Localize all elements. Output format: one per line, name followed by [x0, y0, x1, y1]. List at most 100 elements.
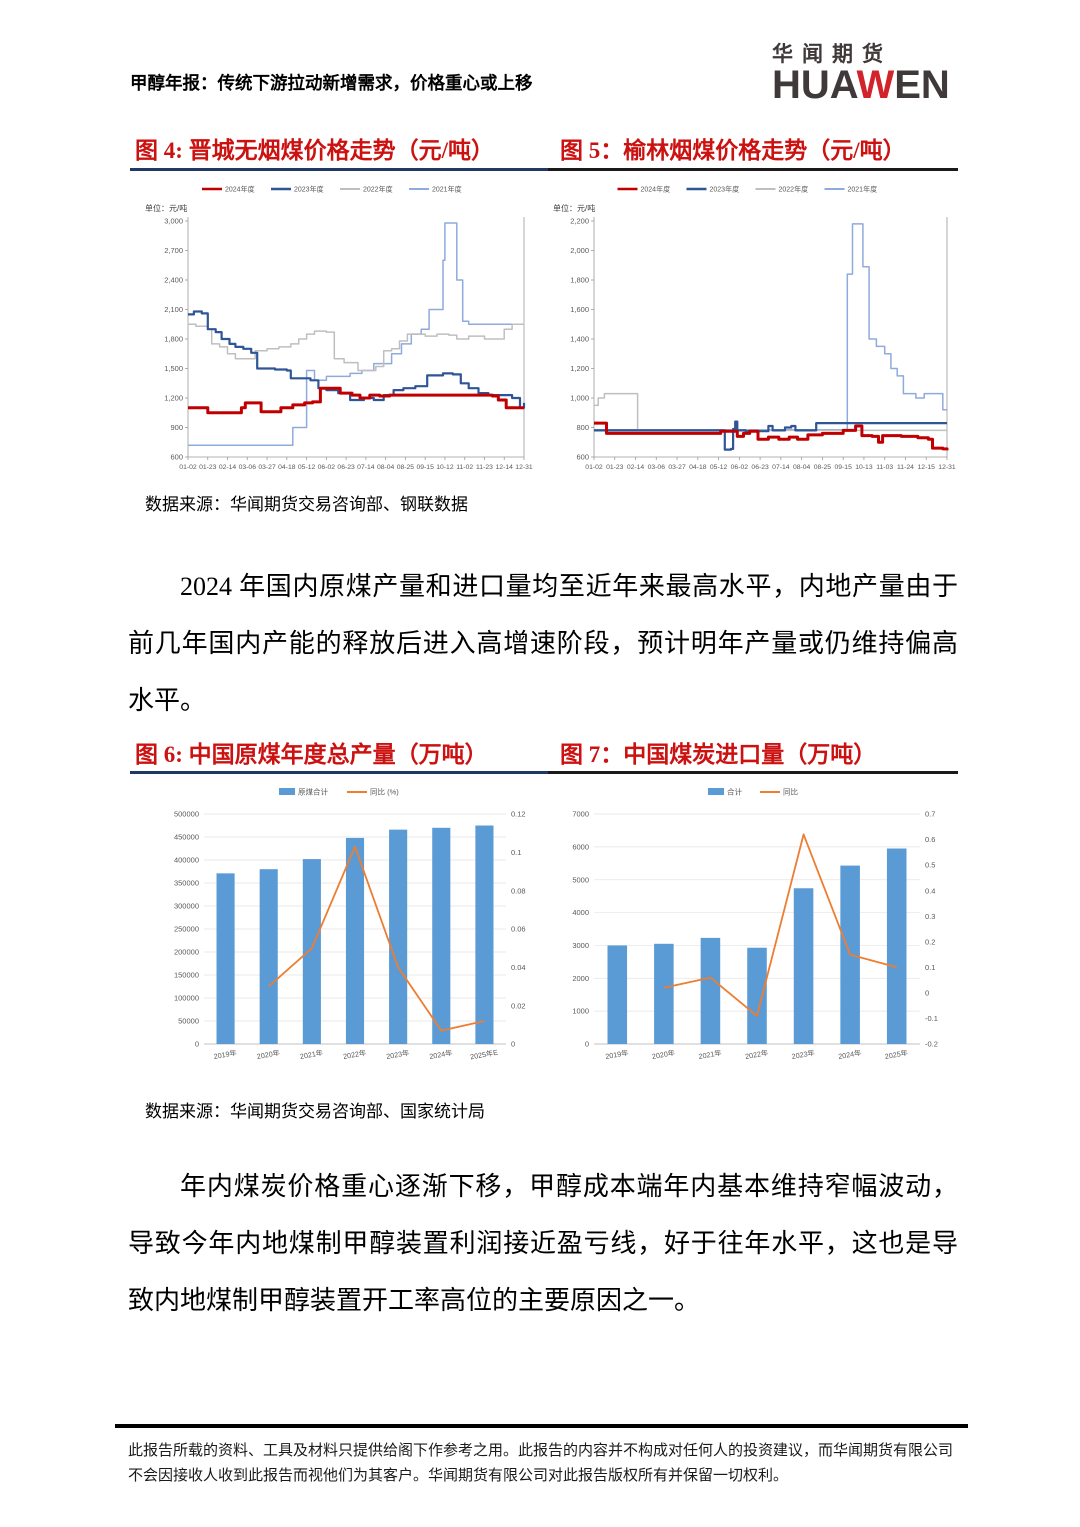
logo-en-pre: HUA	[772, 63, 857, 108]
svg-text:400000: 400000	[174, 856, 199, 865]
svg-text:07-14: 07-14	[772, 464, 790, 471]
svg-text:0: 0	[925, 988, 929, 997]
svg-text:03-27: 03-27	[258, 464, 276, 471]
fig6-bar-chart: 0 50000 100000 150000 200000 250000 300000 3500…	[148, 780, 546, 1080]
paragraph-coal-output: 2024 年国内原煤产量和进口量均至近年来最高水平，内地产量由于前几年国内产能的…	[128, 572, 958, 715]
svg-text:04-18: 04-18	[278, 464, 296, 471]
svg-text:11-23: 11-23	[476, 464, 493, 471]
svg-text:03-27: 03-27	[668, 464, 686, 471]
paragraph-coal-price: 年内煤炭价格重心逐渐下移，甲醇成本端年内基本维持窄幅波动，导致今年内地煤制甲醇装…	[128, 1172, 958, 1315]
svg-text:单位：元/吨: 单位：元/吨	[553, 203, 595, 213]
svg-text:1,800: 1,800	[164, 335, 183, 344]
svg-text:500000: 500000	[174, 810, 199, 819]
svg-text:04-18: 04-18	[689, 464, 707, 471]
svg-text:0.04: 0.04	[511, 963, 526, 972]
svg-text:1,400: 1,400	[570, 335, 589, 344]
fig7-title: 图 7：中国煤炭进口量（万吨）	[560, 742, 877, 767]
svg-text:3000: 3000	[572, 941, 589, 950]
svg-text:06-02: 06-02	[731, 464, 749, 471]
svg-text:100000: 100000	[174, 994, 199, 1003]
svg-text:10-12: 10-12	[436, 464, 454, 471]
svg-text:0.4: 0.4	[925, 886, 935, 895]
svg-text:09-15: 09-15	[834, 464, 852, 471]
svg-text:2000: 2000	[572, 974, 589, 983]
svg-text:01-02: 01-02	[585, 464, 603, 471]
svg-text:01-02: 01-02	[179, 464, 197, 471]
logo-chinese-text: 华闻期货	[772, 43, 892, 66]
svg-text:0.6: 0.6	[925, 835, 935, 844]
svg-text:150000: 150000	[174, 971, 199, 980]
svg-text:0: 0	[585, 1040, 589, 1049]
title-underline-row2-right	[548, 771, 958, 774]
svg-text:1,200: 1,200	[570, 364, 589, 373]
svg-text:2,700: 2,700	[164, 246, 183, 255]
svg-text:2,100: 2,100	[164, 305, 183, 314]
svg-text:1000: 1000	[572, 1007, 589, 1016]
svg-text:12-14: 12-14	[496, 464, 514, 471]
svg-text:2019年: 2019年	[605, 1048, 629, 1061]
svg-text:1,500: 1,500	[164, 364, 183, 373]
svg-text:2023年度: 2023年度	[710, 185, 740, 194]
svg-text:0.7: 0.7	[925, 810, 935, 819]
title-underline-row2-left	[130, 771, 548, 774]
svg-text:2025年E: 2025年E	[469, 1048, 498, 1062]
title-underline-row1-right	[548, 168, 958, 171]
svg-text:2023年: 2023年	[386, 1048, 410, 1061]
svg-text:4000: 4000	[572, 908, 589, 917]
svg-text:450000: 450000	[174, 833, 199, 842]
svg-text:2021年度: 2021年度	[848, 185, 878, 194]
svg-text:0: 0	[511, 1040, 515, 1049]
svg-text:0.12: 0.12	[511, 810, 526, 819]
svg-text:合计: 合计	[727, 787, 742, 797]
svg-text:08-04: 08-04	[793, 464, 811, 471]
svg-text:2024年度: 2024年度	[225, 185, 255, 194]
svg-text:12-31: 12-31	[938, 464, 956, 471]
svg-text:12-31: 12-31	[515, 464, 533, 471]
svg-text:1,000: 1,000	[570, 394, 589, 403]
svg-text:2025年: 2025年	[884, 1048, 908, 1061]
svg-text:2019年: 2019年	[213, 1048, 237, 1061]
svg-text:2,400: 2,400	[164, 276, 183, 285]
svg-text:2024年度: 2024年度	[641, 185, 671, 194]
svg-text:05-12: 05-12	[710, 464, 728, 471]
svg-text:同比 (%): 同比 (%)	[370, 787, 399, 797]
svg-text:250000: 250000	[174, 925, 199, 934]
svg-text:-0.2: -0.2	[925, 1040, 938, 1049]
svg-text:03-06: 03-06	[648, 464, 666, 471]
svg-text:02-14: 02-14	[627, 464, 645, 471]
svg-text:0.06: 0.06	[511, 925, 526, 934]
svg-text:0.02: 0.02	[511, 1001, 526, 1010]
svg-text:2023年度: 2023年度	[294, 185, 324, 194]
svg-text:0.1: 0.1	[925, 963, 935, 972]
fig5-line-chart: 600 800 1,000 1,200 1,400 1,600 1,800 2,000 2,20…	[548, 175, 963, 485]
huawen-logo: 华闻期货 HUAWEN	[772, 43, 950, 108]
svg-text:-0.1: -0.1	[925, 1014, 938, 1023]
svg-text:0.1: 0.1	[511, 848, 521, 857]
svg-text:06-02: 06-02	[318, 464, 336, 471]
title-underline-row1-left	[130, 168, 548, 171]
svg-text:08-25: 08-25	[814, 464, 832, 471]
svg-text:单位：元/吨: 单位：元/吨	[145, 203, 187, 213]
svg-text:11-02: 11-02	[456, 464, 473, 471]
report-header-title: 甲醇年报：传统下游拉动新增需求，价格重心或上移	[130, 73, 533, 93]
data-source-row2: 数据来源：华闻期货交易咨询部、国家统计局	[145, 1102, 485, 1121]
svg-text:同比: 同比	[783, 787, 798, 797]
svg-text:0.08: 0.08	[511, 886, 526, 895]
svg-text:2022年: 2022年	[342, 1048, 366, 1061]
svg-text:2022年度: 2022年度	[779, 185, 809, 194]
svg-text:2021年: 2021年	[698, 1048, 722, 1061]
svg-text:06-23: 06-23	[337, 464, 355, 471]
svg-text:1,800: 1,800	[570, 276, 589, 285]
svg-text:2020年: 2020年	[256, 1048, 280, 1061]
svg-text:11-24: 11-24	[897, 464, 914, 471]
fig7-bar-chart: 0 1000 2000 3000 4000 5000 6000 7000 -0.2 -0.1 0 0.…	[548, 780, 960, 1080]
svg-text:0.3: 0.3	[925, 912, 935, 921]
svg-text:08-04: 08-04	[377, 464, 395, 471]
logo-en-post: EN	[894, 63, 950, 108]
svg-text:200000: 200000	[174, 948, 199, 957]
svg-text:2024年: 2024年	[838, 1048, 862, 1061]
fig6-title: 图 6: 中国原煤年度总产量（万吨）	[135, 742, 488, 767]
footer-divider	[115, 1424, 968, 1428]
svg-text:1,600: 1,600	[570, 305, 589, 314]
